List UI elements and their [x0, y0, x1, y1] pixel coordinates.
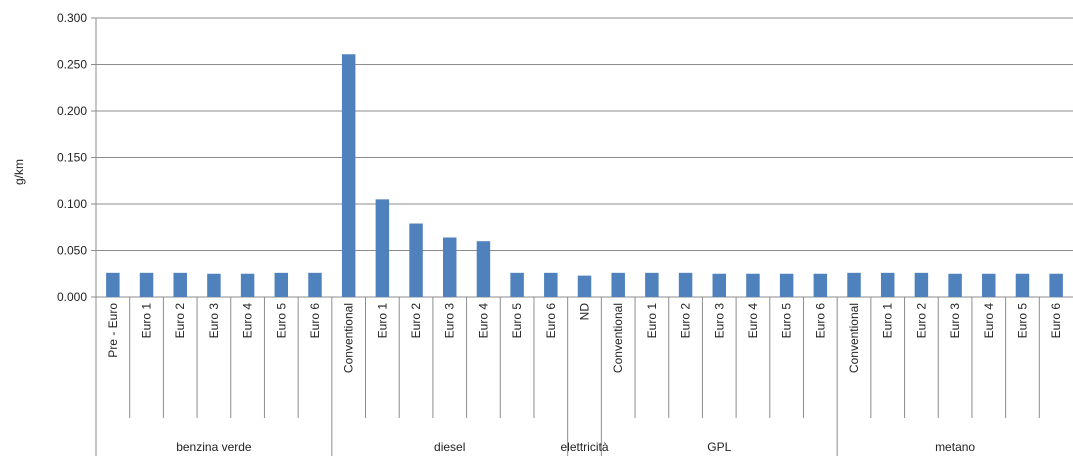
axes	[95, 18, 1040, 456]
x-category-label: Euro 5	[510, 303, 524, 339]
bar	[106, 272, 120, 297]
bar	[375, 199, 390, 297]
bar	[341, 54, 356, 297]
bar	[712, 273, 726, 297]
y-tick-label: 0.050	[57, 244, 87, 258]
y-tick-label: 0.300	[57, 11, 87, 25]
x-category-label: Euro 6	[813, 303, 827, 339]
bar	[746, 273, 760, 297]
bar	[510, 272, 524, 297]
bar	[173, 272, 187, 297]
y-tick-label: 0.250	[57, 58, 87, 72]
group-labels: benzina verde diesel elettricità GPL metano	[176, 440, 975, 454]
bar	[678, 272, 693, 297]
y-tick-label: 0.150	[57, 151, 87, 165]
x-category-label: Euro 4	[746, 303, 760, 339]
x-category-label: Euro 4	[476, 303, 490, 339]
x-category-label: Pre - Euro	[106, 303, 120, 358]
x-category-label: ND	[578, 303, 592, 321]
bar	[207, 273, 221, 297]
x-category-label: Euro 3	[443, 303, 457, 339]
bar	[982, 273, 996, 297]
x-group-label: metano	[935, 440, 975, 454]
bar	[577, 275, 592, 297]
x-category-label: Euro 2	[679, 303, 693, 339]
x-category-label: Euro 1	[881, 303, 895, 339]
bar	[813, 273, 828, 297]
x-category-label: Euro 4	[982, 303, 996, 339]
x-category-label: Conventional	[611, 303, 625, 373]
bar	[847, 272, 861, 297]
gridlines	[96, 17, 1073, 298]
x-category-label: Euro 6	[544, 303, 558, 339]
x-category-label: Euro 5	[1015, 303, 1029, 339]
x-category-label: Euro 2	[173, 303, 187, 339]
bar	[544, 272, 558, 297]
bar	[880, 272, 895, 297]
x-category-label: Euro 5	[780, 303, 794, 339]
bar	[409, 223, 423, 297]
bar	[476, 241, 491, 297]
bar	[914, 272, 929, 297]
x-group-label: diesel	[434, 440, 465, 454]
bar	[240, 273, 255, 297]
bars	[106, 54, 1063, 297]
y-tick-label: 0.200	[57, 104, 87, 118]
bar	[779, 273, 794, 297]
bar	[443, 237, 457, 297]
x-category-label: Euro 2	[409, 303, 423, 339]
bar	[611, 272, 625, 297]
x-category-label: Euro 3	[948, 303, 962, 339]
x-category-label: Euro 1	[375, 303, 389, 339]
bar	[274, 272, 289, 297]
x-category-label: Euro 3	[712, 303, 726, 339]
x-group-label: GPL	[707, 440, 731, 454]
y-axis-label: g/km	[12, 159, 26, 185]
bar	[645, 272, 659, 297]
x-group-label: elettricità	[560, 440, 608, 454]
bar	[1049, 273, 1063, 297]
bar	[1015, 273, 1030, 297]
x-category-label: Euro 1	[140, 303, 154, 339]
bar	[139, 272, 154, 297]
y-tick-label: 0.000	[57, 290, 87, 304]
x-category-label: Euro 2	[914, 303, 928, 339]
x-group-label: benzina verde	[176, 440, 252, 454]
x-category-label: Conventional	[342, 303, 356, 373]
category-labels: Pre - Euro Euro 1 Euro 2 Euro 3 Euro 4 Euro 5…	[106, 303, 1063, 373]
x-category-label: Euro 5	[274, 303, 288, 339]
y-tick-label: 0.100	[57, 197, 87, 211]
x-category-label: Conventional	[847, 303, 861, 373]
bar	[308, 272, 322, 297]
x-category-label: Euro 6	[1049, 303, 1063, 339]
x-category-label: Euro 3	[207, 303, 221, 339]
x-category-label: Euro 4	[241, 303, 255, 339]
x-category-label: Euro 1	[645, 303, 659, 339]
bar	[948, 273, 962, 297]
y-axis-ticks: 0.000 0.050 0.100 0.150 0.200 0.250 0.300	[57, 11, 96, 304]
x-category-label: Euro 6	[308, 303, 322, 339]
